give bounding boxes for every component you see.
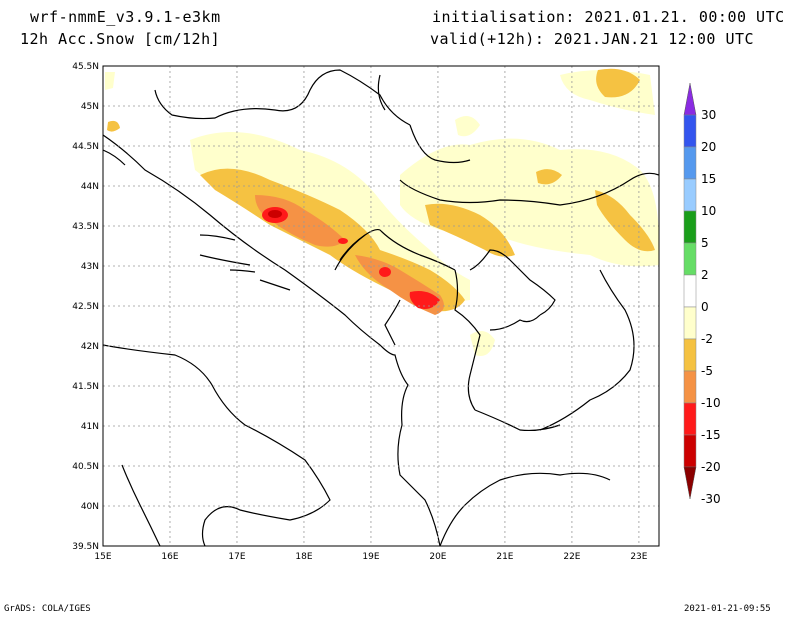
lat-tick-label: 44.5N — [72, 142, 99, 152]
colorbar-swatch — [683, 338, 697, 372]
colorbar-swatch — [683, 306, 697, 340]
colorbar-label: 10 — [701, 204, 716, 218]
colorbar-label: 0 — [701, 300, 709, 314]
colorbar-label: -15 — [701, 428, 721, 442]
colorbar-swatch — [683, 146, 697, 180]
lat-tick-label: 45N — [81, 102, 99, 112]
lon-tick-label: 15E — [94, 552, 111, 562]
colorbar-label: -5 — [701, 364, 713, 378]
lat-tick-label: 39.5N — [72, 542, 99, 552]
lon-tick-label: 16E — [161, 552, 178, 562]
colorbar-bottom-arrow — [683, 466, 697, 500]
lat-tick-label: 40.5N — [72, 462, 99, 472]
lat-tick-label: 44N — [81, 182, 99, 192]
longitude-labels: 15E 16E 17E 18E 19E 20E 21E 22E 23E — [94, 552, 647, 562]
lat-tick-label: 41N — [81, 422, 99, 432]
colorbar-swatch — [683, 178, 697, 212]
colorbar-swatch — [683, 114, 697, 148]
colorbar-label: 20 — [701, 140, 716, 154]
valid-time: valid(+12h): 2021.JAN.21 12:00 UTC — [430, 30, 755, 48]
lon-tick-label: 23E — [630, 552, 647, 562]
lat-tick-label: 43.5N — [72, 222, 99, 232]
colorbar-label: 30 — [701, 108, 716, 122]
footer-timestamp: 2021-01-21-09:55 — [684, 604, 771, 614]
snow-shading — [105, 70, 659, 356]
lon-tick-label: 22E — [563, 552, 580, 562]
lon-tick-label: 17E — [228, 552, 245, 562]
colorbar-label: -30 — [701, 492, 721, 506]
colorbar-label: -10 — [701, 396, 721, 410]
colorbar-swatch — [683, 434, 697, 468]
model-title: wrf-nmmE_v3.9.1-e3km — [30, 8, 221, 26]
lon-tick-label: 20E — [429, 552, 446, 562]
colorbar-label: 2 — [701, 268, 709, 282]
colorbar-swatch — [683, 210, 697, 244]
grid-lines — [103, 66, 659, 546]
snow-very-heavy — [262, 207, 440, 309]
colorbar-swatch — [683, 242, 697, 276]
lat-tick-label: 45.5N — [72, 62, 99, 72]
colorbar-label: -2 — [701, 332, 713, 346]
lat-tick-label: 42.5N — [72, 302, 99, 312]
colorbar-label: -20 — [701, 460, 721, 474]
init-time: initialisation: 2021.01.21. 00:00 UTC — [432, 8, 785, 26]
lat-tick-label: 40N — [81, 502, 99, 512]
latitude-labels: 45.5N 45N 44.5N 44N 43.5N 43N 42.5N 42N 41.5N 41N… — [72, 62, 99, 552]
colorbar-swatch — [683, 274, 697, 308]
colorbar-label: 5 — [701, 236, 709, 250]
field-title: 12h Acc.Snow [cm/12h] — [20, 30, 221, 48]
lat-tick-label: 42N — [81, 342, 99, 352]
colorbar-top-arrow — [683, 82, 697, 116]
lon-tick-label: 19E — [362, 552, 379, 562]
footer-credit: GrADS: COLA/IGES — [4, 604, 91, 614]
colorbar-label: 15 — [701, 172, 716, 186]
map-frame — [102, 65, 660, 547]
lat-tick-label: 43N — [81, 262, 99, 272]
colorbar-swatch — [683, 370, 697, 404]
lat-tick-label: 41.5N — [72, 382, 99, 392]
colorbar-swatch — [683, 402, 697, 436]
lon-tick-label: 21E — [496, 552, 513, 562]
coastlines-borders — [103, 69, 659, 546]
lon-tick-label: 18E — [295, 552, 312, 562]
